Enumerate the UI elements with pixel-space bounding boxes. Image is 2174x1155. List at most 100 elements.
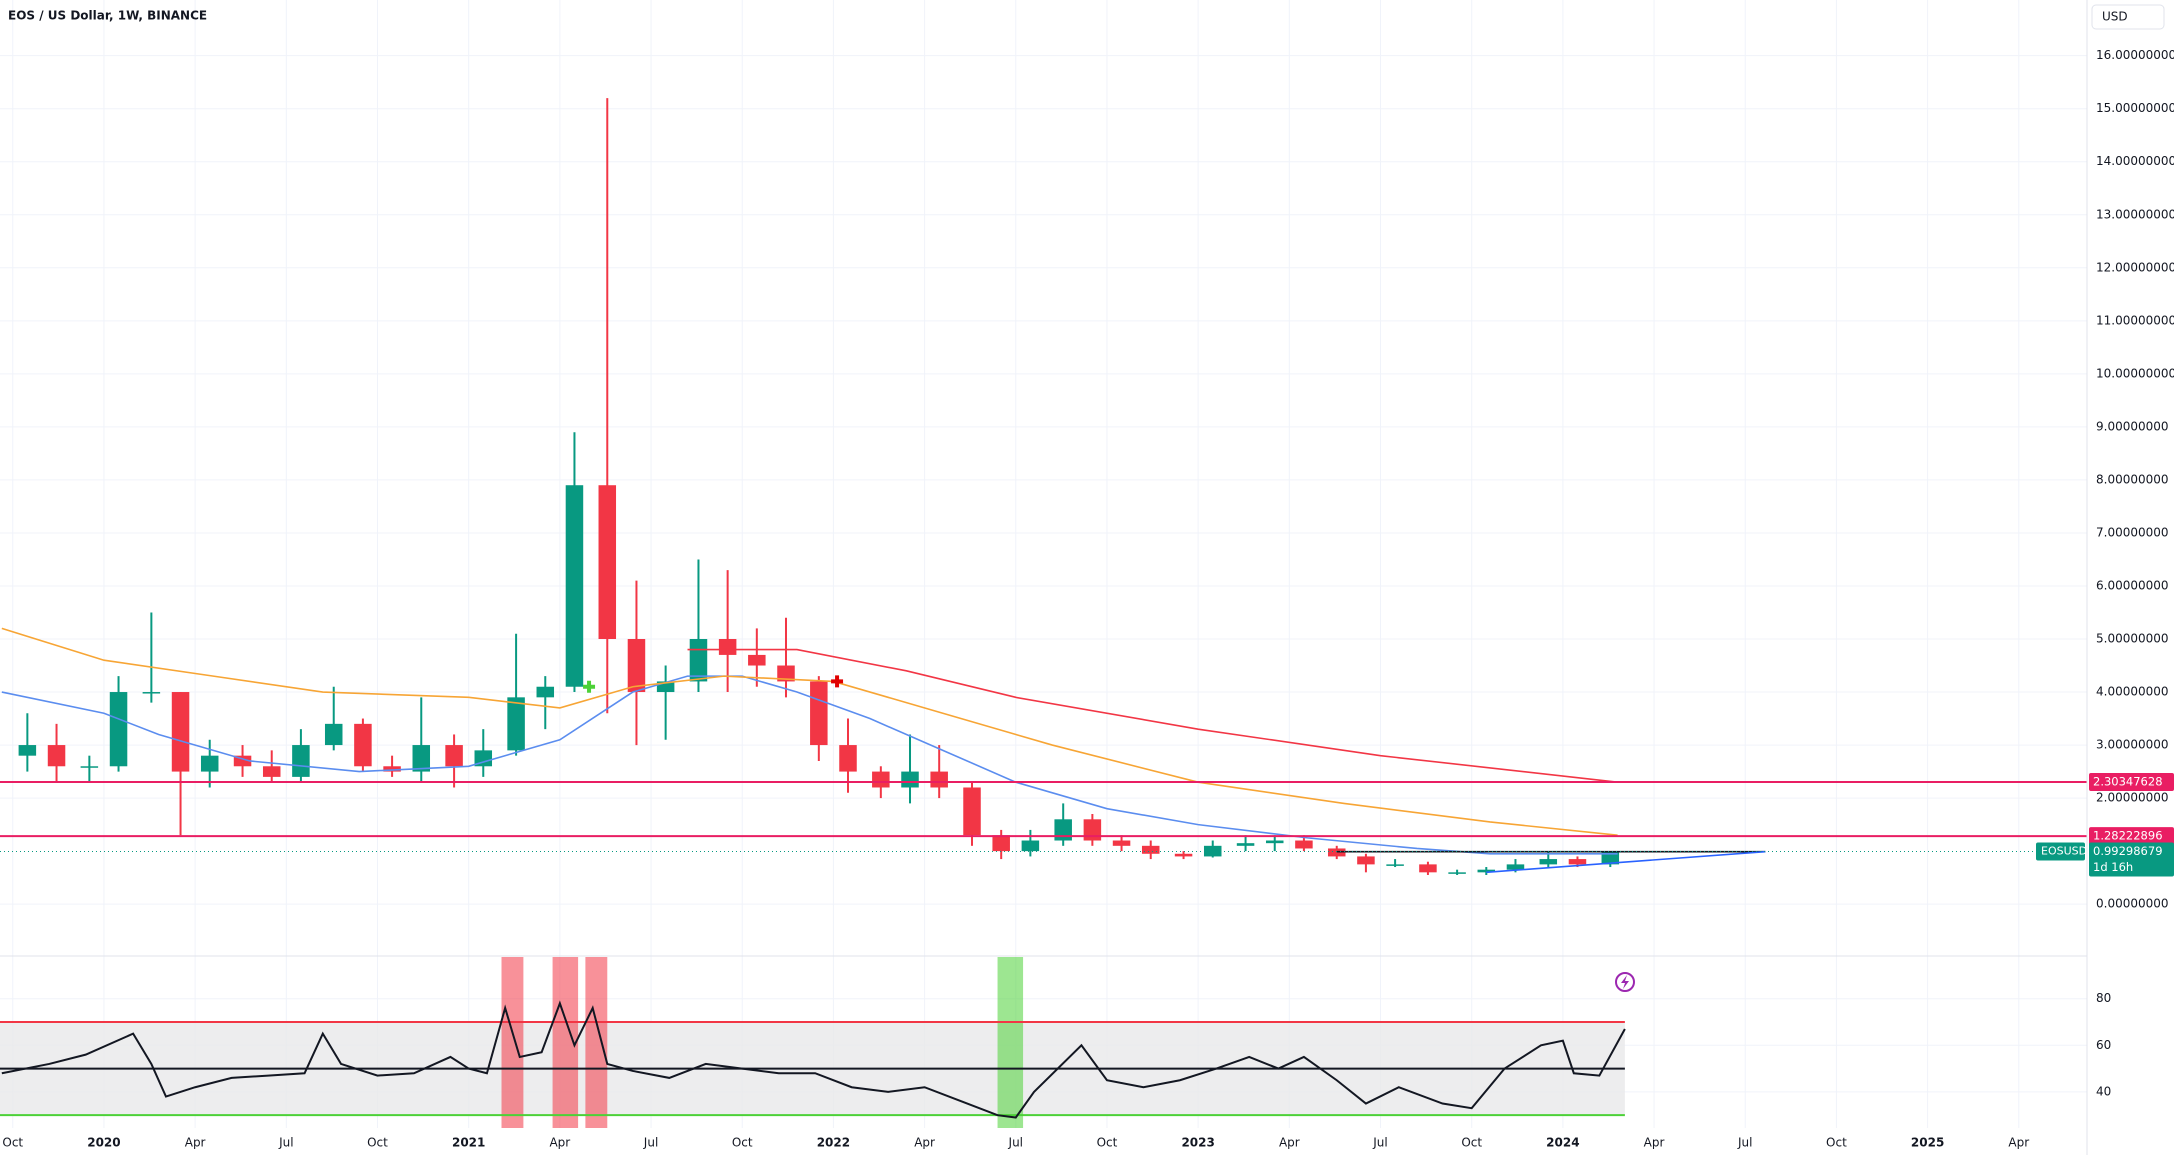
x-tick-label: Jul	[278, 1136, 293, 1150]
x-tick-label: Apr	[185, 1136, 206, 1150]
candle-body	[474, 750, 493, 767]
candle-body	[963, 787, 981, 836]
candle-body	[109, 692, 128, 767]
y-tick-label: 7.00000000	[2096, 525, 2169, 539]
currency-label[interactable]: USD	[2102, 10, 2128, 24]
y-tick-label: 8.00000000	[2096, 472, 2169, 486]
last-price-tag	[2089, 842, 2174, 877]
candle-body	[80, 766, 99, 768]
candle-body	[262, 766, 281, 777]
symbol-tag	[2036, 842, 2085, 861]
candle-body	[18, 745, 37, 756]
y-tick-label: 11.00000000	[2096, 313, 2174, 327]
candle-body	[1568, 859, 1587, 865]
candle-body	[536, 686, 555, 698]
x-tick-label: Jul	[1372, 1136, 1387, 1150]
x-tick-label: Oct	[1461, 1136, 1482, 1150]
rsi-zone	[501, 957, 524, 1128]
candle-body	[200, 755, 219, 772]
y-tick-label: 3.00000000	[2096, 738, 2169, 752]
candle-body	[324, 723, 343, 746]
x-tick-label: Oct	[1097, 1136, 1118, 1150]
candle-body	[1174, 853, 1193, 857]
y-tick-label: 14.00000000	[2096, 154, 2174, 168]
candle-body	[777, 665, 795, 682]
alert-icon[interactable]	[1615, 972, 1635, 992]
candle-body	[47, 745, 66, 767]
y-tick-label: 2.00000000	[2096, 791, 2169, 805]
cross-marker	[583, 680, 596, 693]
x-tick-label: Apr	[2008, 1136, 2029, 1150]
x-tick-label: 2022	[817, 1136, 850, 1150]
trend-line	[1486, 850, 1766, 874]
countdown-label: 1d 16h	[2093, 860, 2133, 874]
candle-body	[1477, 869, 1496, 873]
candle-body	[171, 692, 190, 772]
y-tick-label: 15.00000000	[2096, 101, 2174, 115]
candle-body	[233, 755, 252, 767]
candle-body	[627, 639, 646, 693]
candle-body	[445, 745, 463, 767]
rsi-zone	[997, 957, 1024, 1128]
x-tick-label: 2020	[87, 1136, 120, 1150]
x-tick-label: Oct	[1826, 1136, 1847, 1150]
rsi-line	[1, 1000, 1626, 1119]
trend-line	[687, 648, 1618, 783]
y-tick-label: 6.00000000	[2096, 578, 2169, 592]
candle-body	[565, 485, 584, 687]
candle-body	[1265, 840, 1284, 844]
y-tick-label: 9.00000000	[2096, 419, 2169, 433]
x-tick-label: Apr	[914, 1136, 935, 1150]
candle-body	[1021, 840, 1040, 852]
candle-body	[142, 692, 161, 694]
x-tick-label: 2025	[1911, 1136, 1944, 1150]
axis-layer: Oct 2020 Apr Jul Oct 2021 Apr Jul Oct 2022 Apr Jul O…	[2, 48, 2174, 1150]
x-tick-label: Oct	[367, 1136, 388, 1150]
candle-body	[1419, 864, 1437, 873]
candle-body	[656, 681, 675, 693]
x-tick-label: Jul	[1737, 1136, 1752, 1150]
x-tick-label: 2021	[452, 1136, 485, 1150]
candle-body	[839, 745, 857, 772]
candle-body	[1083, 819, 1102, 841]
candle-body	[1112, 840, 1131, 846]
candle-body	[1357, 856, 1375, 865]
y-tick-label: 0.00000000	[2096, 897, 2169, 911]
x-tick-label: 2024	[1546, 1136, 1579, 1150]
candle-body	[1141, 845, 1160, 854]
x-tick-label: 2023	[1181, 1136, 1214, 1150]
y-tick-label: 12.00000000	[2096, 260, 2174, 274]
candle-body	[292, 745, 310, 777]
rsi-zone	[585, 957, 608, 1128]
y-tick-label: 13.00000000	[2096, 207, 2174, 221]
candle-body	[1054, 819, 1072, 841]
candle-body	[689, 639, 708, 682]
symbol-tag-label: EOSUSD	[2041, 844, 2087, 857]
x-tick-label: Apr	[1644, 1136, 1665, 1150]
rsi-tick-label: 80	[2096, 991, 2111, 1005]
cross-marker	[831, 675, 844, 688]
candle-body	[718, 639, 737, 655]
x-tick-label: Oct	[2, 1136, 23, 1150]
candle-body	[1506, 864, 1525, 870]
candle-body	[930, 771, 948, 788]
level-tag	[2089, 827, 2174, 846]
currency-button[interactable]	[2091, 4, 2165, 30]
y-tick-label: 10.00000000	[2096, 366, 2174, 380]
candle-body	[810, 681, 828, 746]
x-tick-label: Oct	[732, 1136, 753, 1150]
level-tag	[2089, 773, 2174, 792]
candle-body	[1601, 851, 1620, 865]
candle-body	[1236, 843, 1255, 846]
candle-body	[507, 697, 525, 751]
candle-body	[598, 485, 617, 640]
level-tag-label: 1.28222896	[2093, 829, 2163, 843]
candle-body	[872, 771, 890, 788]
candle-body	[901, 771, 919, 788]
trend-line	[1, 675, 1618, 855]
candle-body	[383, 766, 401, 772]
candle-body	[1386, 864, 1404, 866]
grid-layer	[0, 0, 2087, 1128]
